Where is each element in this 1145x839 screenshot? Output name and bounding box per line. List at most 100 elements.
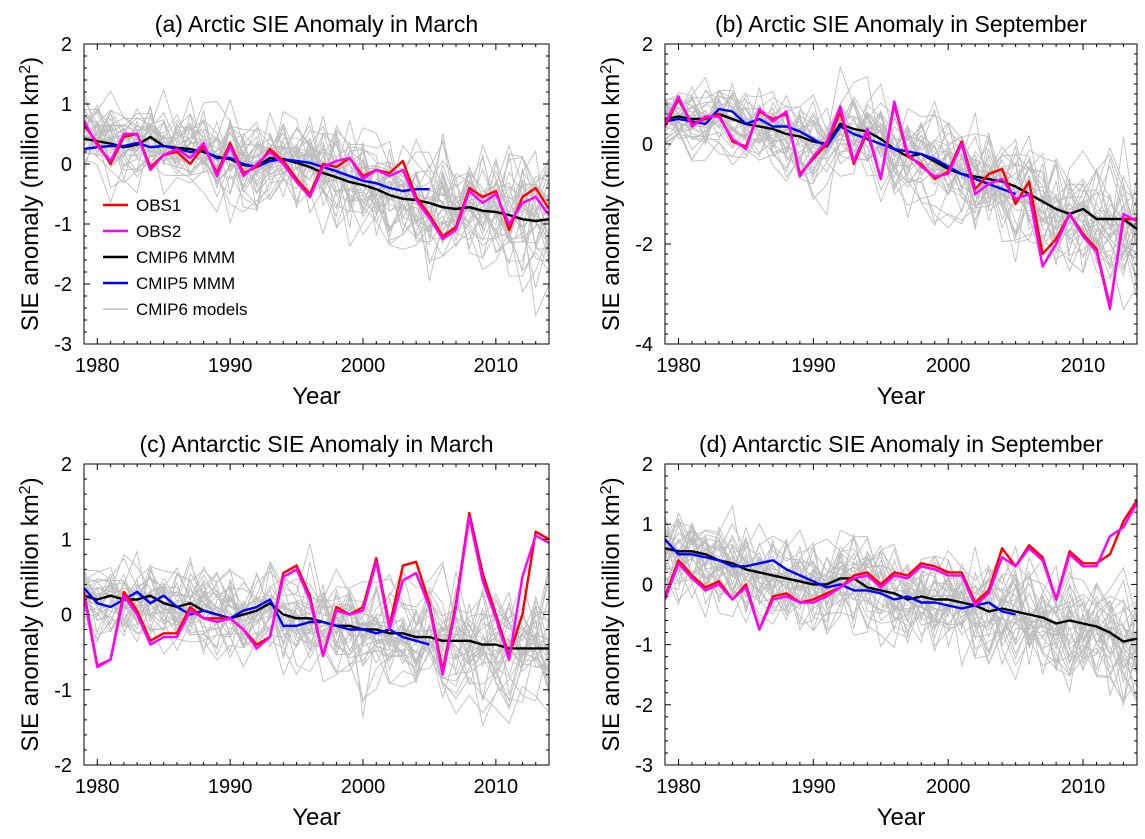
legend-label: CMIP6 models: [136, 300, 247, 319]
x-tick-label: 1990: [791, 355, 836, 377]
y-tick-label: -1: [635, 635, 653, 657]
ensemble-line: [84, 111, 549, 213]
x-tick-label: 1980: [656, 776, 701, 798]
ticks: [83, 463, 550, 766]
ensemble-line: [665, 530, 1137, 677]
series-line-cmip6-mmm: [84, 135, 549, 223]
y-axis-label-end: ): [17, 57, 44, 65]
ensemble-line: [84, 567, 549, 675]
y-tick-label: -3: [635, 755, 653, 777]
ensemble-line: [665, 521, 1137, 651]
y-tick-label: -1: [54, 214, 72, 236]
ensemble-members: [665, 65, 1137, 311]
ensemble-members: [665, 504, 1137, 706]
series-line-cmip5-mmm: [665, 538, 1016, 616]
y-axis-label: SIE anomaly (million km2): [17, 57, 45, 331]
x-axis-label: Year: [292, 383, 341, 410]
ensemble-line: [84, 103, 549, 249]
chart-panel-1: 1980 1990 2000 2010 -3 -2 -1 0 1 2 (a) Arctic SIE …: [17, 11, 550, 410]
x-tick-label: 2010: [474, 776, 519, 798]
y-tick-label: 2: [61, 34, 72, 56]
legend-label: CMIP5 MMM: [136, 274, 235, 293]
y-tick-label: 2: [61, 454, 72, 476]
legend-label: OBS1: [136, 196, 181, 215]
x-tick-label: 2000: [926, 776, 971, 798]
ensemble-line: [665, 85, 1137, 292]
y-axis-label-text: SIE anomaly (million km: [17, 74, 44, 331]
ensemble-line: [84, 120, 549, 223]
ensemble-line: [665, 93, 1137, 268]
ensemble-line: [84, 543, 549, 667]
chart-panel-2: 1980 1990 2000 2010 -4 -2 0 2 (b) Arctic SIE Ano…: [598, 11, 1138, 410]
ensemble-line: [665, 550, 1137, 703]
x-tick-label: 1980: [75, 355, 120, 377]
chart-panel-3: 1980 1990 2000 2010 -2 -1 0 1 2 (c) Antarctic SIE…: [17, 431, 550, 831]
x-tick-label: 2010: [1061, 355, 1106, 377]
plot-area: [665, 499, 1137, 706]
series-line-obs2: [84, 515, 549, 676]
y-axis-label: SIE anomaly (million km2): [17, 477, 45, 751]
x-tick-label: 1980: [75, 776, 120, 798]
ensemble-line: [84, 112, 549, 229]
ticks: [83, 43, 550, 345]
ensemble-line: [665, 520, 1137, 681]
y-axis-label-text: SIE anomaly (million km: [598, 74, 625, 331]
plot-area: [84, 511, 549, 728]
y-tick-label: -4: [635, 334, 653, 356]
x-axis-label: Year: [877, 804, 926, 831]
ensemble-line: [84, 573, 549, 696]
chart-title: (c) Antarctic SIE Anomaly in March: [139, 431, 493, 457]
series-line-cmip6-mmm: [84, 594, 549, 650]
legend-label: CMIP6 MMM: [136, 248, 235, 267]
plot-frame: [664, 463, 1138, 766]
ensemble-line: [84, 560, 549, 644]
y-tick-label: 1: [642, 514, 653, 536]
y-axis-label-text: SIE anomaly (million km: [17, 494, 44, 751]
series-line-cmip5-mmm: [665, 107, 1017, 196]
y-tick-label: -2: [54, 755, 72, 777]
plot-area: [665, 65, 1137, 311]
y-tick-label: -2: [635, 695, 653, 717]
ensemble-line: [665, 81, 1137, 256]
ensemble-line: [84, 128, 549, 254]
ensemble-line: [84, 121, 549, 272]
series-line-cmip6-mmm: [665, 547, 1137, 643]
y-axis-label: SIE anomaly (million km2): [598, 57, 626, 331]
chart-title: (d) Antarctic SIE Anomaly in September: [699, 431, 1103, 457]
ensemble-line: [84, 565, 549, 665]
ticks: [664, 463, 1138, 766]
x-tick-label: 1990: [208, 355, 253, 377]
plot-area: [84, 88, 549, 318]
ensemble-line: [665, 523, 1137, 647]
y-axis-label-superscript: 2: [598, 65, 615, 74]
x-tick-label: 2000: [341, 355, 386, 377]
series-line-cmip5-mmm: [84, 587, 430, 646]
ensemble-line: [84, 594, 549, 704]
ensemble-line: [84, 120, 549, 288]
ensemble-members: [84, 543, 549, 728]
y-axis-label-text: SIE anomaly (million km: [598, 494, 625, 751]
x-tick-label: 2010: [474, 355, 519, 377]
y-tick-label: 0: [642, 134, 653, 156]
series-line-obs2: [665, 95, 1137, 311]
ensemble-line: [84, 593, 549, 725]
y-axis-label: SIE anomaly (million km2): [598, 477, 626, 751]
y-tick-label: 2: [642, 454, 653, 476]
series-line-obs2: [84, 120, 549, 241]
ensemble-line: [665, 109, 1137, 263]
x-tick-label: 1980: [656, 355, 701, 377]
y-tick-label: 2: [642, 34, 653, 56]
y-tick-label: -1: [54, 680, 72, 702]
x-tick-label: 1990: [208, 776, 253, 798]
ensemble-line: [84, 569, 549, 701]
y-axis-label-end: ): [598, 477, 625, 485]
x-tick-label: 2000: [926, 355, 971, 377]
y-tick-label: 0: [61, 154, 72, 176]
y-axis-label-superscript: 2: [598, 485, 615, 494]
plot-frame: [83, 43, 550, 345]
y-axis-label-superscript: 2: [17, 65, 34, 74]
series-line-obs2: [665, 502, 1137, 631]
x-axis-label: Year: [877, 383, 926, 410]
ensemble-line: [665, 83, 1137, 248]
chart-panel-4: 1980 1990 2000 2010 -3 -2 -1 0 1 2 (d) Antarctic S…: [598, 431, 1138, 831]
